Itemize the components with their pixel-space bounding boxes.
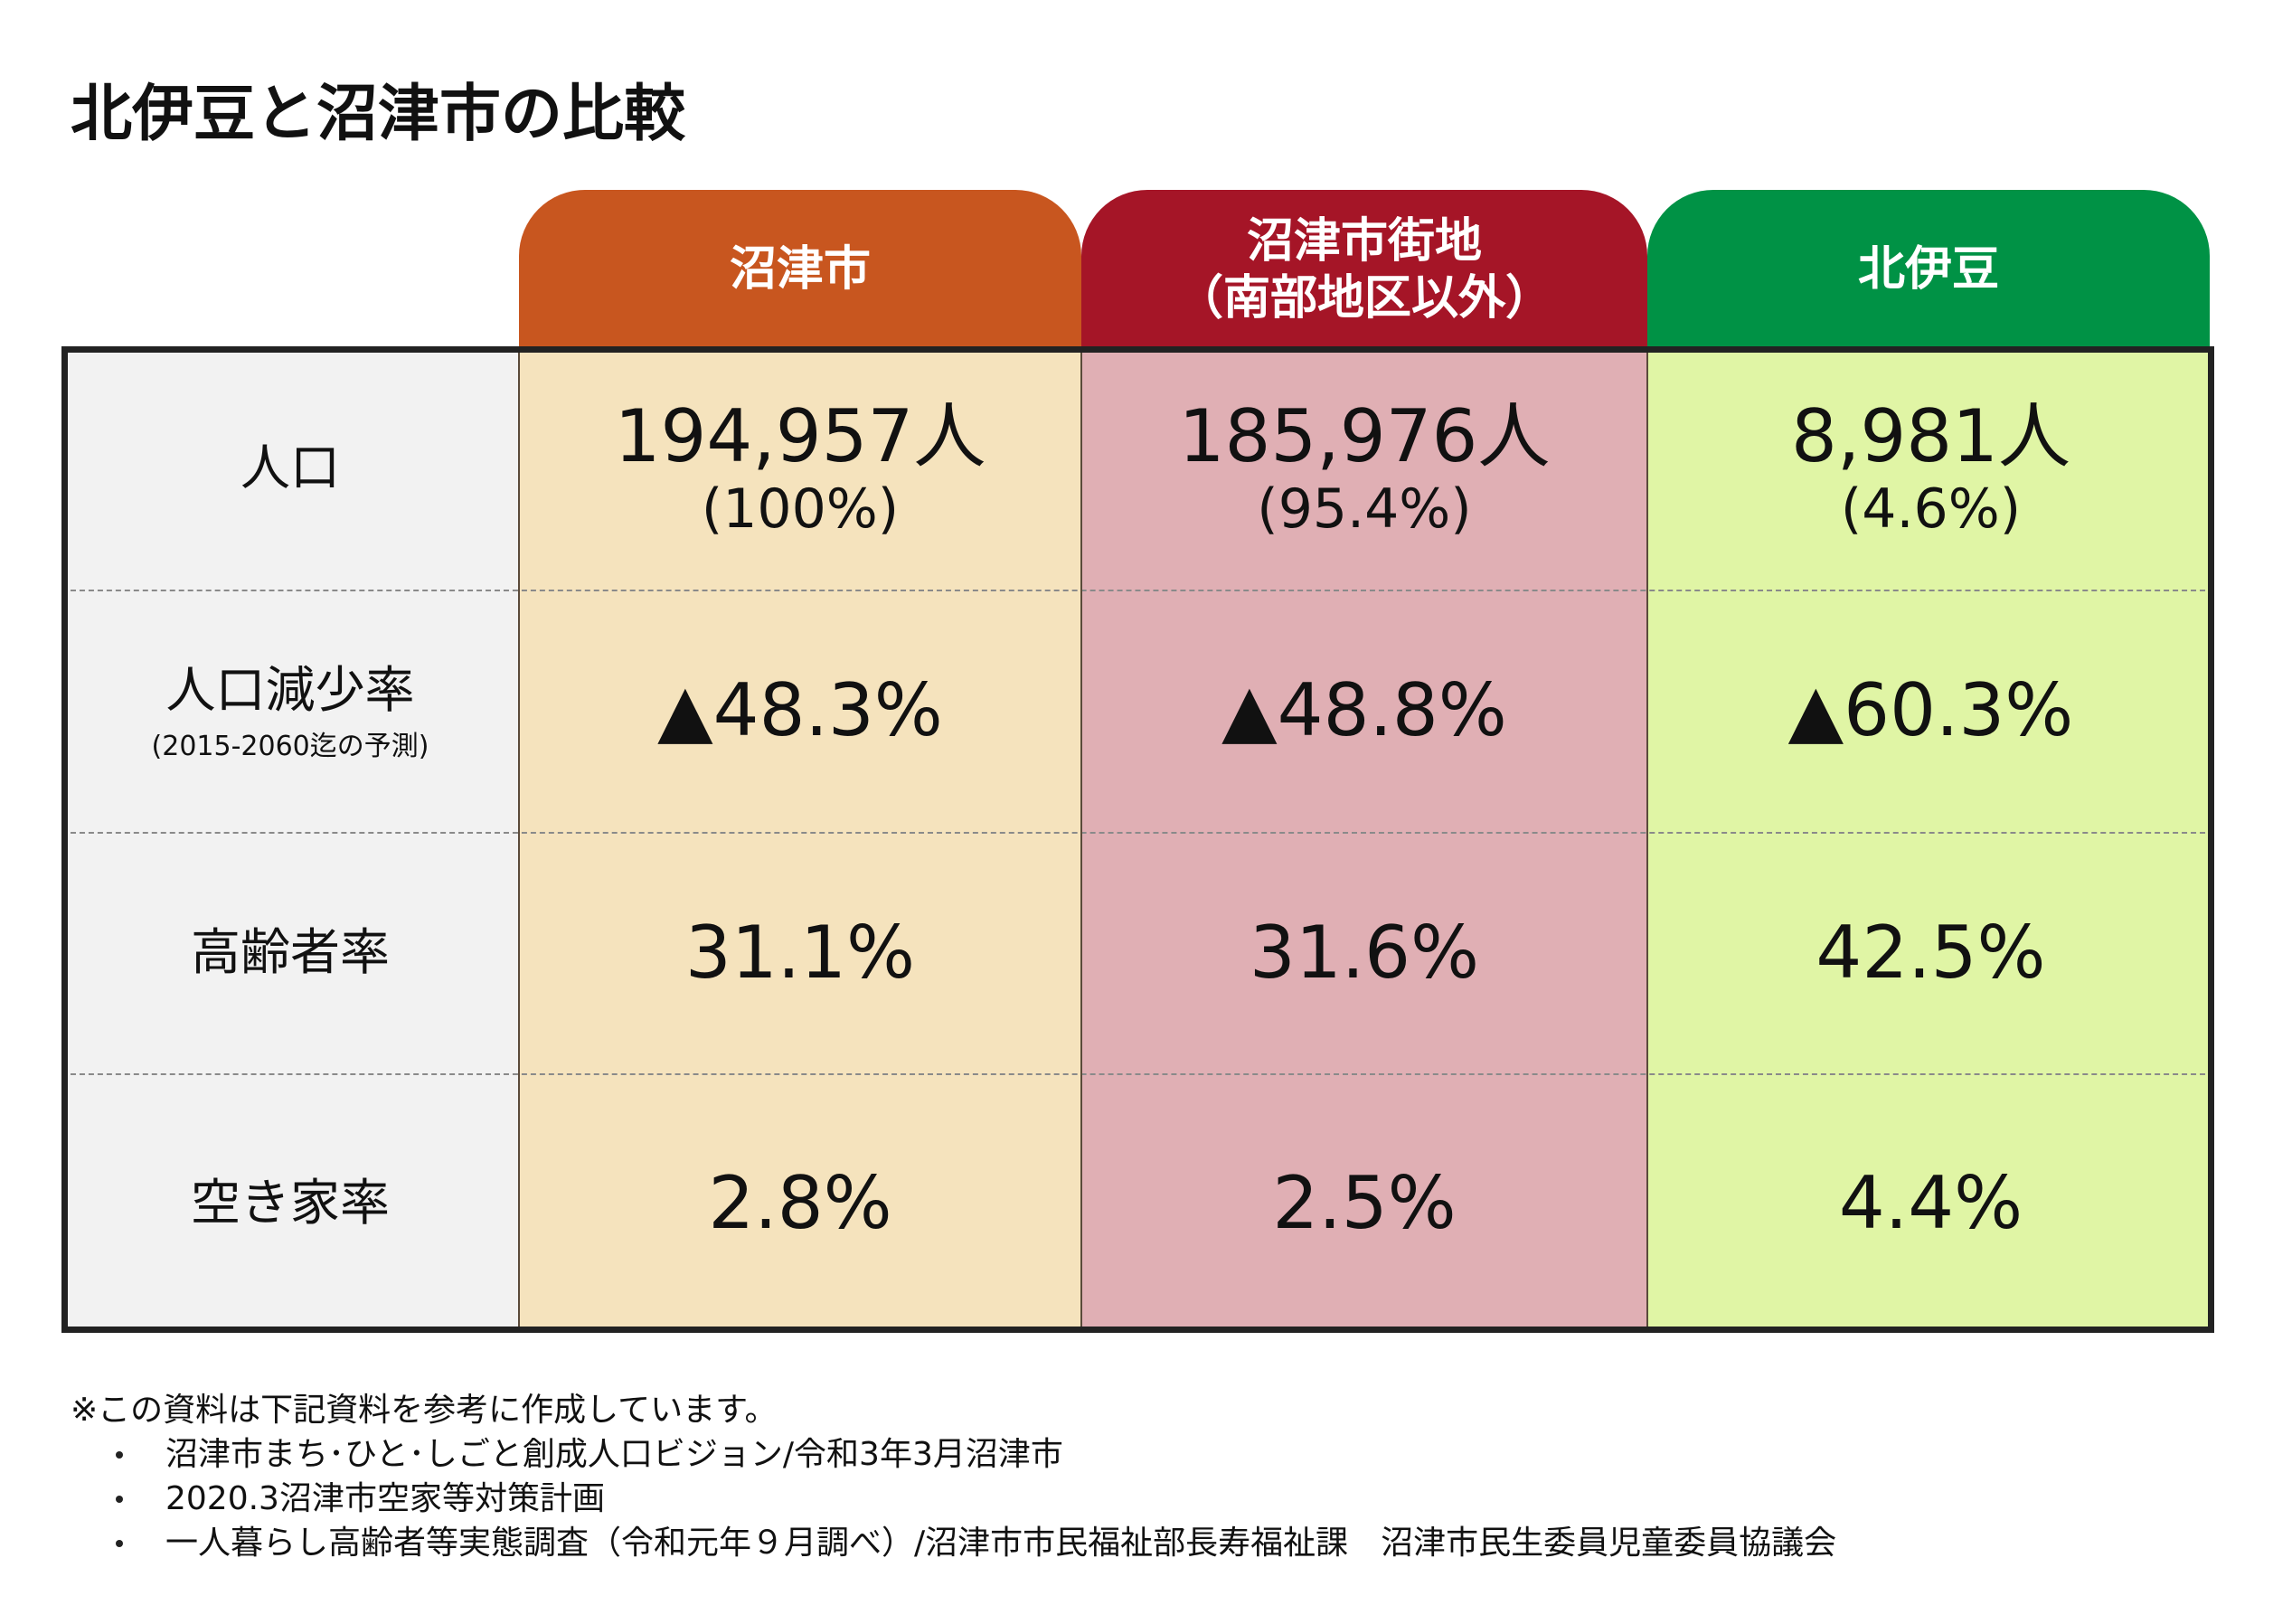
cell-value: 31.1% (684, 910, 916, 995)
column-header: 北伊豆 (1647, 190, 2210, 350)
column-divider (1080, 346, 1082, 1333)
cell-value: 4.4% (1838, 1160, 2023, 1245)
row-divider (61, 590, 2214, 591)
table-cell: 31.6% (1081, 832, 1647, 1073)
cell-value: 194,957人 (614, 394, 986, 478)
row-label-text: 空き家率 (190, 1173, 390, 1232)
cell-value: ▲48.8% (1221, 668, 1507, 752)
row-label-text: 人口 (240, 438, 340, 496)
header-text: 沼津市 (729, 242, 871, 297)
note-text: 2020.3沼津市空家等対策計画 (165, 1480, 605, 1517)
cell-subvalue: (95.4%) (1257, 477, 1472, 541)
column-background (1647, 346, 2214, 1333)
page-title: 北伊豆と沼津市の比較 (71, 79, 686, 150)
row-label: 人口 (61, 346, 519, 590)
row-label: 空き家率 (61, 1073, 519, 1333)
row-label-note: (2015-2060迄の予測) (151, 730, 429, 762)
header-text: 沼津市街地 (1246, 214, 1482, 269)
row-label: 高齢者率 (61, 832, 519, 1073)
table-cell: 2.8% (519, 1073, 1081, 1333)
cell-value: ▲48.3% (657, 668, 943, 752)
bullet (116, 1451, 123, 1459)
bullet (116, 1496, 123, 1503)
cell-value: 2.5% (1272, 1160, 1457, 1245)
table-cell: 185,976人 (95.4%) (1081, 346, 1647, 590)
note-text: 沼津市まち･ひと･しごと創成人口ビジョン/令和3年3月沼津市 (165, 1436, 1063, 1473)
row-label-text: 人口減少率 (165, 661, 415, 720)
cell-value: 185,976人 (1178, 394, 1551, 478)
table-cell: 8,981人 (4.6%) (1647, 346, 2214, 590)
note-item: 一人暮らし高齢者等実態調査（令和元年９月調べ）/沼津市市民福祉部長寿福祉課 沼津… (71, 1521, 1836, 1565)
cell-value: 2.8% (708, 1160, 892, 1245)
note-item: 沼津市まち･ひと･しごと創成人口ビジョン/令和3年3月沼津市 (71, 1432, 1836, 1477)
row-label-text: 高齢者率 (190, 922, 390, 981)
cell-subvalue: (4.6%) (1840, 477, 2022, 541)
table-cell: ▲48.8% (1081, 590, 1647, 832)
column-background (519, 346, 1081, 1333)
column-background (1081, 346, 1647, 1333)
note-item: 2020.3沼津市空家等対策計画 (71, 1477, 1836, 1521)
table-cell: 31.1% (519, 832, 1081, 1073)
header-text: （南部地区以外） (1175, 270, 1552, 326)
note-text: 一人暮らし高齢者等実態調査（令和元年９月調べ）/沼津市市民福祉部長寿福祉課 沼津… (165, 1525, 1837, 1562)
table-cell: 2.5% (1081, 1073, 1647, 1333)
table-frame (61, 346, 2214, 1333)
table-cell: 42.5% (1647, 832, 2214, 1073)
column-divider (1646, 346, 1648, 1333)
notes-intro: ※この資料は下記資料を参考に作成しています。 (71, 1392, 778, 1429)
row-divider (61, 1073, 2214, 1075)
column-header: 沼津市街地 （南部地区以外） (1081, 190, 1647, 350)
label-column (61, 346, 519, 1333)
cell-subvalue: (100%) (701, 477, 900, 541)
column-divider (518, 346, 520, 1333)
cell-value: 31.6% (1249, 910, 1480, 995)
table-cell: 4.4% (1647, 1073, 2214, 1333)
cell-value: ▲60.3% (1787, 668, 2074, 752)
header-text: 北伊豆 (1857, 242, 1999, 297)
cell-value: 8,981人 (1790, 394, 2071, 478)
table-cell: 194,957人 (100%) (519, 346, 1081, 590)
bullet (116, 1540, 123, 1547)
column-header: 沼津市 (519, 190, 1081, 350)
table-cell: ▲48.3% (519, 590, 1081, 832)
row-divider (61, 832, 2214, 834)
row-label: 人口減少率 (2015-2060迄の予測) (61, 590, 519, 832)
cell-value: 42.5% (1816, 910, 2046, 995)
table-cell: ▲60.3% (1647, 590, 2214, 832)
notes: ※この資料は下記資料を参考に作成しています。 沼津市まち･ひと･しごと創成人口ビ… (71, 1388, 1836, 1565)
